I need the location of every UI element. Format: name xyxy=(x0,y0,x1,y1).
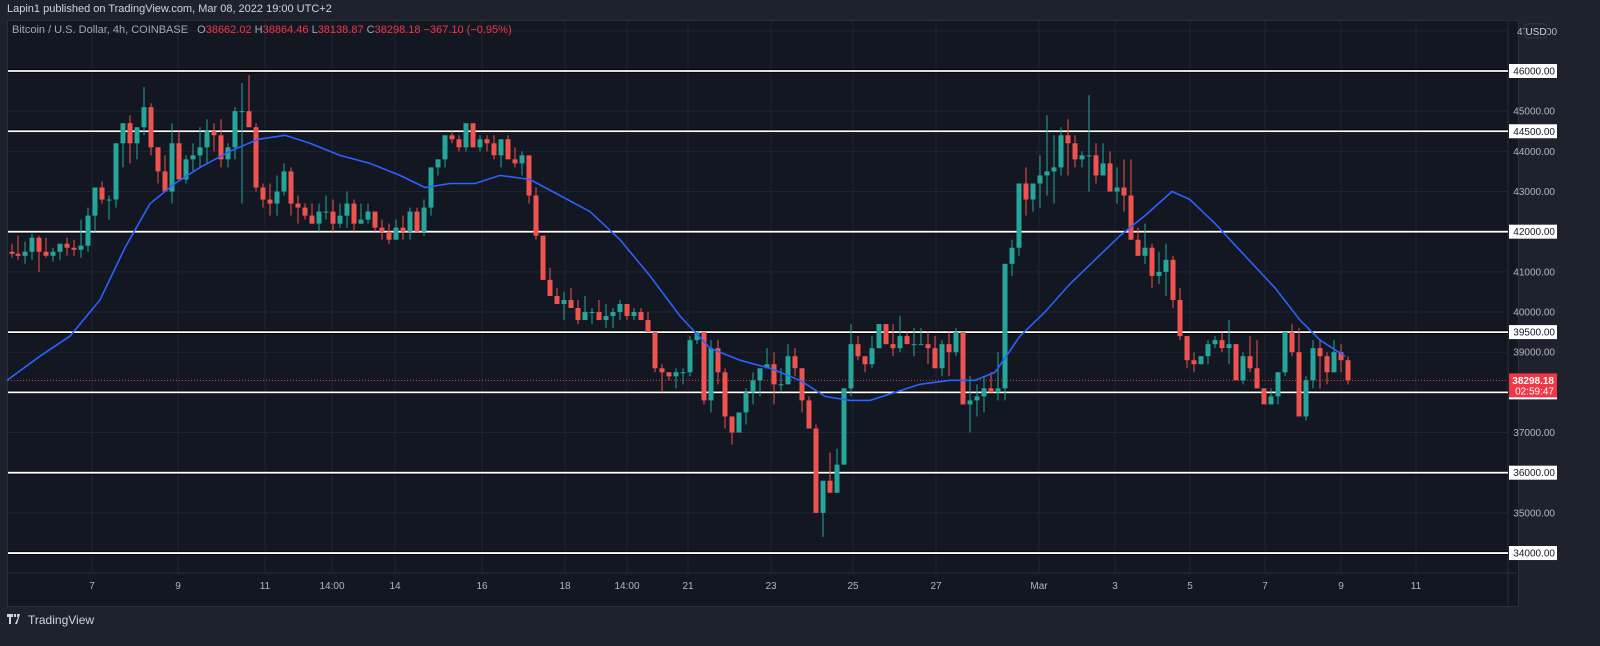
svg-text:45000.00: 45000.00 xyxy=(1513,107,1555,118)
svg-text:36000.00: 36000.00 xyxy=(1513,468,1555,479)
ohlc-values: O38662.02 H38864.46 L38138.87 C38298.18 … xyxy=(197,24,511,36)
svg-text:9: 9 xyxy=(175,581,181,592)
svg-text:02:59:47: 02:59:47 xyxy=(1515,386,1554,397)
svg-text:39500.00: 39500.00 xyxy=(1513,328,1555,339)
high-value: 38864.46 xyxy=(262,24,309,36)
svg-text:27: 27 xyxy=(930,581,942,592)
svg-text:23: 23 xyxy=(765,581,777,592)
svg-text:5: 5 xyxy=(1187,581,1193,592)
svg-text:41000.00: 41000.00 xyxy=(1513,267,1555,278)
symbol-legend: Bitcoin / U.S. Dollar, 4h, COINBASE O386… xyxy=(12,24,512,36)
level-price-label: 34000.00 xyxy=(1509,546,1557,561)
svg-text:16: 16 xyxy=(476,581,488,592)
svg-text:18: 18 xyxy=(559,581,571,592)
svg-text:9: 9 xyxy=(1338,581,1344,592)
close-label: C xyxy=(366,24,375,36)
svg-text:11: 11 xyxy=(260,581,271,592)
svg-text:21: 21 xyxy=(682,581,694,592)
publisher-text: Lapin1 published on TradingView.com, Mar… xyxy=(7,3,332,15)
chart-frame[interactable] xyxy=(7,20,1519,607)
price-axis[interactable]: 45000.00 44000.00 43000.00 41000.00 40000.00… xyxy=(1509,23,1558,561)
level-price-label: 46000.00 xyxy=(1509,64,1557,78)
low-value: 38138.87 xyxy=(317,24,364,36)
svg-text:11: 11 xyxy=(1411,581,1422,592)
svg-text:Mar: Mar xyxy=(1030,581,1048,592)
candles xyxy=(9,75,1351,537)
support-resistance-levels xyxy=(8,69,1508,555)
time-axis[interactable]: 7 9 11 14:00 14 16 18 14:00 21 23 25 27 Mar 3 5 7 9 11 xyxy=(89,581,1421,592)
high-label: H xyxy=(254,24,263,36)
svg-text:42000.00: 42000.00 xyxy=(1513,227,1555,238)
svg-text:7: 7 xyxy=(1262,581,1268,592)
moving-average-line xyxy=(6,134,1346,402)
open-label: O xyxy=(197,24,206,36)
open-value: 38662.02 xyxy=(205,24,252,36)
svg-text:44000.00: 44000.00 xyxy=(1513,147,1555,158)
symbol-name: Bitcoin / U.S. Dollar, 4h, COINBASE xyxy=(12,24,189,36)
level-price-label: 36000.00 xyxy=(1509,465,1557,480)
level-price-label: 39500.00 xyxy=(1509,325,1557,340)
svg-text:34000.00: 34000.00 xyxy=(1513,549,1555,560)
level-price-label: 42000.00 xyxy=(1509,224,1557,239)
svg-text:14:00: 14:00 xyxy=(319,581,344,592)
level-price-label: 44500.00 xyxy=(1509,124,1557,139)
svg-text:37000.00: 37000.00 xyxy=(1513,428,1555,439)
svg-text:39000.00: 39000.00 xyxy=(1513,348,1555,359)
tradingview-brand: TradingView xyxy=(28,613,95,627)
currency-badge[interactable]: USD xyxy=(1524,23,1548,39)
tradingview-logo-icon xyxy=(7,613,23,627)
svg-text:USD: USD xyxy=(1525,27,1546,38)
svg-text:00: 00 xyxy=(1546,27,1558,38)
svg-text:46000.00: 46000.00 xyxy=(1513,67,1555,78)
low-label: L xyxy=(311,24,318,36)
svg-text:47: 47 xyxy=(1517,27,1529,38)
svg-text:43000.00: 43000.00 xyxy=(1513,187,1555,198)
tradingview-footer: TradingView xyxy=(7,613,94,627)
svg-text:14:00: 14:00 xyxy=(614,581,639,592)
svg-text:35000.00: 35000.00 xyxy=(1513,508,1555,519)
svg-text:3: 3 xyxy=(1112,581,1118,592)
svg-text:38298.18: 38298.18 xyxy=(1512,376,1554,387)
svg-text:25: 25 xyxy=(847,581,859,592)
svg-text:7: 7 xyxy=(89,581,95,592)
svg-text:40000.00: 40000.00 xyxy=(1513,308,1555,319)
svg-text:14: 14 xyxy=(389,581,401,592)
change-value: −367.10 (−0.95%) xyxy=(423,24,512,36)
close-value: 38298.18 xyxy=(374,24,421,36)
svg-text:44500.00: 44500.00 xyxy=(1513,127,1555,138)
